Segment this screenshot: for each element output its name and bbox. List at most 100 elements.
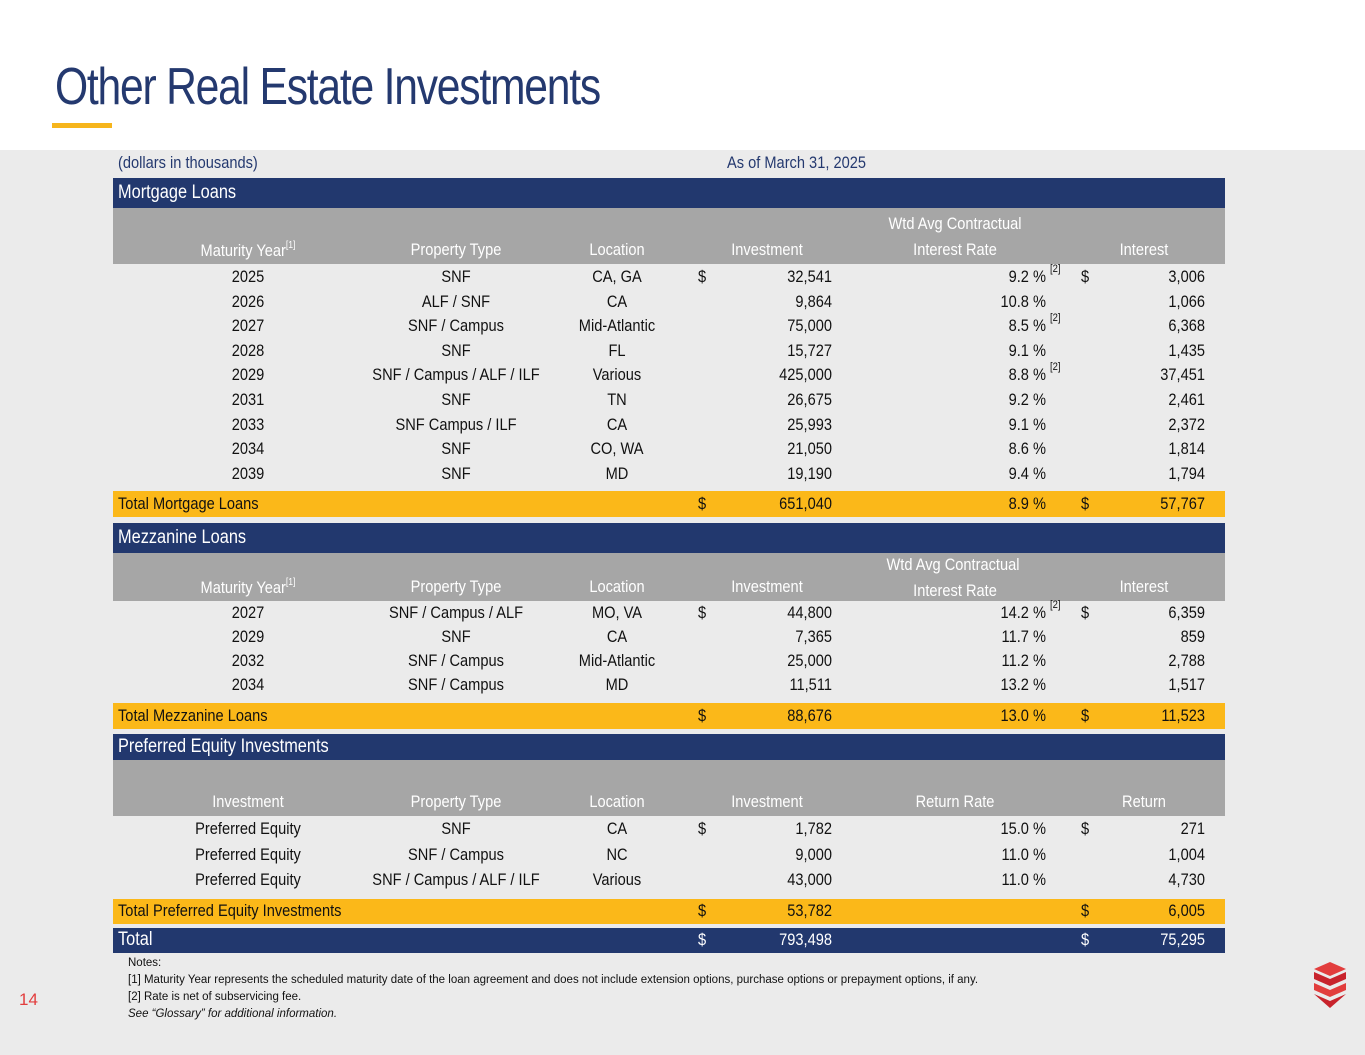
header-maturity: Maturity Year[1] [200, 577, 296, 597]
property-type-cell: ALF / SNF [421, 291, 491, 311]
maturity-year-cell: 2039 [231, 463, 265, 483]
rate-cell: 11.0 % [1001, 844, 1046, 864]
investment-name-cell: Preferred Equity [195, 870, 301, 889]
mortgage-column-headers: Maturity Year[1] Property Type Location … [113, 208, 1225, 264]
interest-cell: 1,066 [1168, 291, 1205, 311]
investment-dollar-sign: $ [698, 267, 707, 286]
investment-cell: 26,675 [787, 390, 832, 409]
rate-cell: 11.7 % [1001, 627, 1046, 646]
rate-cell: 13.2 % [1000, 675, 1046, 694]
page-number: 14 [19, 990, 38, 1009]
property-type-cell: SNF / Campus [408, 316, 504, 336]
header-investment: Investment [731, 792, 803, 811]
table-row: 2027 SNF / Campus Mid-Atlantic 75,000 8.5 % 6… [113, 312, 1225, 340]
location-cell: CA, GA [592, 267, 642, 286]
pref-column-headers: Investment Property Type Location Invest… [113, 760, 1225, 816]
note-2: [2] Rate is net of subservicing fee. [128, 991, 302, 1003]
maturity-year-cell: 2027 [231, 316, 265, 336]
table-row: Preferred Equity SNF CA $1,782 15.0 % $271 [113, 818, 1225, 844]
property-type-cell: SNF / Campus / ALF [388, 603, 524, 622]
location-cell: Mid-Atlantic [578, 651, 656, 670]
interest-dollar-sign: $ [1081, 267, 1090, 286]
maturity-year-cell: 2028 [231, 340, 265, 360]
interest-cell: 2,461 [1168, 390, 1205, 409]
maturity-year-cell: 2025 [231, 267, 265, 286]
location-cell: TN [607, 390, 627, 409]
table-row: 2032 SNF / Campus Mid-Atlantic 25,000 11.2 %… [113, 650, 1225, 674]
investment-cell: 7,365 [795, 627, 832, 646]
property-type-cell: SNF Campus / ILF [395, 414, 517, 434]
interest-cell: 6,368 [1168, 316, 1205, 336]
table-row: 2029 SNF / Campus / ALF / ILF Various 425,0… [113, 361, 1225, 389]
page-title: Other Real Estate Investments [55, 58, 601, 116]
property-type-cell: SNF / Campus / ALF / ILF [372, 870, 540, 889]
property-type-cell: SNF [441, 463, 471, 483]
investment-name-cell: Preferred Equity [195, 844, 301, 864]
property-type-cell: SNF [441, 390, 471, 409]
location-cell: CA [606, 291, 628, 311]
rate-cell: 8.5 % [1008, 316, 1046, 336]
rate-cell: 10.8 % [1000, 291, 1046, 311]
maturity-year-cell: 2027 [231, 603, 265, 622]
location-cell: CA [606, 819, 628, 838]
investment-cell: 425,000 [779, 365, 832, 385]
investment-dollar-sign: $ [698, 819, 707, 838]
maturity-year-cell: 2032 [231, 651, 265, 670]
location-cell: CO, WA [590, 439, 644, 459]
maturity-year-cell: 2034 [231, 439, 265, 459]
interest-cell: 1,004 [1168, 844, 1205, 864]
interest-cell: 37,451 [1160, 365, 1205, 385]
table-row: 2034 SNF CO, WA 21,050 8.6 % 1,814 [113, 438, 1225, 463]
mezz-section-band: Mezzanine Loans [113, 523, 1225, 553]
property-type-cell: SNF [441, 627, 471, 646]
note-glossary: See “Glossary” for additional informatio… [128, 1008, 338, 1020]
location-cell: CA [606, 414, 628, 434]
interest-cell: 2,788 [1168, 651, 1205, 670]
table-row: Preferred Equity SNF / Campus NC 9,000 11.0 … [113, 844, 1225, 870]
maturity-year-cell: 2033 [231, 414, 265, 434]
maturity-year-cell: 2026 [231, 291, 265, 311]
units-note: (dollars in thousands) [118, 153, 258, 172]
header-investment-name: Investment [212, 792, 284, 811]
header-rate-top: Wtd Avg Contractual [888, 214, 1022, 233]
rate-cell: 9.2 % [1008, 390, 1046, 409]
location-cell: NC [606, 844, 628, 864]
interest-cell: 1,517 [1168, 675, 1205, 694]
footnote-marker: [2] [1050, 361, 1061, 374]
header-location: Location [589, 577, 645, 596]
investment-cell: 15,727 [787, 340, 832, 360]
investment-cell: 44,800 [787, 603, 832, 622]
header-maturity: Maturity Year[1] [200, 240, 296, 260]
investment-cell: 25,993 [787, 414, 832, 434]
table-row: 2025 SNF CA, GA $32,541 9.2 % $3,006 [2] [113, 263, 1225, 291]
table-row: 2034 SNF / Campus MD 11,511 13.2 % 1,517 [113, 674, 1225, 698]
footnote-marker: [2] [1050, 312, 1061, 325]
investment-cell: 21,050 [787, 439, 832, 459]
rate-cell: 9.1 % [1008, 414, 1046, 434]
header-investment: Investment [731, 240, 803, 259]
location-cell: MD [605, 463, 629, 483]
interest-cell: 1,794 [1168, 463, 1205, 483]
interest-cell: 4,730 [1168, 870, 1205, 889]
property-type-cell: SNF [441, 819, 471, 838]
rate-cell: 9.1 % [1008, 340, 1046, 360]
header-location: Location [589, 792, 645, 811]
table-row: 2031 SNF TN 26,675 9.2 % 2,461 [113, 389, 1225, 414]
rate-cell: 8.8 % [1008, 365, 1046, 385]
rate-cell: 11.2 % [1001, 651, 1046, 670]
location-cell: CA [606, 627, 628, 646]
investment-cell: 43,000 [787, 870, 832, 889]
investment-cell: 9,864 [795, 291, 832, 311]
company-logo-icon [1314, 962, 1346, 1008]
location-cell: Mid-Atlantic [578, 316, 656, 336]
investment-cell: 19,190 [787, 463, 832, 483]
header-return-rate: Return Rate [915, 792, 995, 811]
title-underline [52, 123, 112, 128]
property-type-cell: SNF [441, 439, 471, 459]
location-cell: MO, VA [591, 603, 643, 622]
rate-cell: 9.4 % [1008, 463, 1046, 483]
table-row: 2039 SNF MD 19,190 9.4 % 1,794 [113, 463, 1225, 488]
header-property-type: Property Type [410, 792, 502, 811]
table-row: 2029 SNF CA 7,365 11.7 % 859 [113, 626, 1225, 650]
property-type-cell: SNF / Campus [408, 651, 504, 670]
